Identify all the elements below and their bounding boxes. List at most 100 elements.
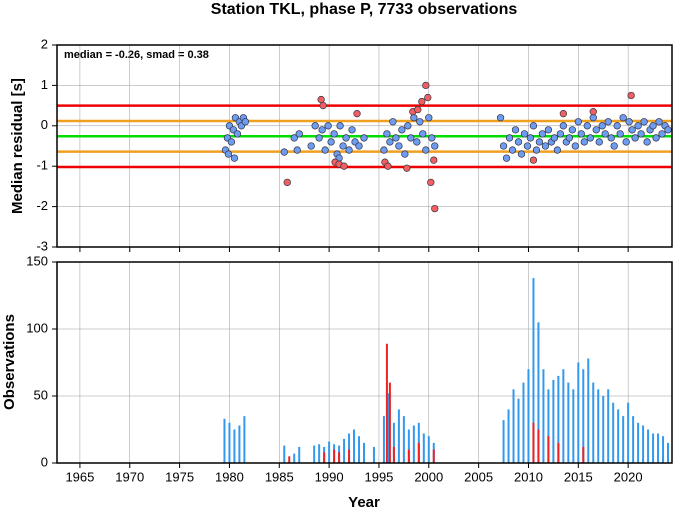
point — [550, 134, 559, 142]
bar — [502, 420, 505, 463]
point — [556, 130, 565, 138]
bar — [602, 396, 605, 463]
point — [290, 134, 298, 142]
point — [568, 126, 576, 134]
point — [315, 134, 323, 142]
point — [401, 150, 409, 158]
point — [280, 148, 288, 156]
point — [389, 118, 397, 126]
bar — [223, 418, 226, 463]
bar — [385, 343, 388, 463]
x-tick-label: 2010 — [514, 469, 543, 484]
point — [592, 126, 600, 134]
point — [386, 138, 394, 146]
point — [431, 204, 439, 213]
point — [227, 138, 236, 146]
bar — [527, 369, 530, 463]
plot-frame — [56, 261, 673, 464]
bar — [422, 433, 425, 463]
x-tick-label: 1995 — [364, 469, 393, 484]
bar — [407, 449, 410, 463]
point — [416, 118, 424, 126]
point — [517, 150, 526, 158]
bar — [348, 433, 351, 463]
point — [327, 138, 335, 146]
point — [348, 126, 356, 134]
point — [430, 156, 438, 164]
point — [318, 126, 326, 134]
point — [526, 134, 535, 142]
point — [601, 130, 609, 138]
bar — [557, 442, 560, 463]
bar — [512, 389, 515, 463]
bar — [612, 402, 615, 463]
point — [324, 122, 332, 130]
bar — [243, 416, 246, 463]
bar — [567, 382, 570, 463]
point — [529, 122, 538, 130]
bar — [592, 382, 595, 463]
x-tick-label: 1990 — [315, 469, 344, 484]
point — [317, 95, 325, 104]
bar — [522, 382, 525, 463]
bar — [333, 449, 336, 463]
x-tick-label: 1975 — [165, 469, 194, 484]
point — [613, 122, 621, 130]
point — [321, 146, 329, 154]
x-tick-label: 2000 — [414, 469, 443, 484]
point — [425, 114, 433, 122]
y-axis-label: Median residual [s] — [9, 78, 26, 214]
bar — [532, 278, 535, 463]
point — [431, 142, 439, 150]
point — [604, 118, 612, 126]
bar — [597, 389, 600, 463]
bar — [532, 422, 535, 463]
bar — [632, 416, 635, 463]
bar — [652, 433, 655, 463]
chart-title: Station TKL, phase P, 7733 observations — [211, 1, 518, 18]
point — [404, 122, 412, 130]
point — [529, 156, 538, 164]
bar — [642, 425, 645, 463]
point — [419, 130, 427, 138]
point — [345, 146, 353, 154]
bar — [397, 409, 400, 463]
y-tick-label: 100 — [26, 320, 48, 335]
point — [353, 110, 361, 118]
point — [392, 134, 400, 142]
bar — [547, 436, 550, 463]
y-tick-label: 0 — [41, 117, 48, 132]
bar — [388, 382, 391, 463]
point — [640, 118, 648, 126]
y-tick-label: 1 — [41, 77, 48, 92]
point — [586, 134, 594, 142]
bar — [353, 429, 356, 463]
point — [627, 91, 635, 100]
point — [619, 114, 627, 122]
bar — [562, 369, 565, 463]
point — [649, 122, 657, 130]
bar — [647, 429, 650, 463]
point — [293, 146, 301, 154]
point — [499, 142, 508, 150]
x-tick-label: 1965 — [65, 469, 94, 484]
bar — [288, 456, 291, 463]
point — [577, 130, 585, 138]
point — [424, 93, 432, 102]
bar — [627, 402, 630, 463]
point — [403, 164, 411, 172]
point — [502, 154, 511, 162]
point — [398, 126, 406, 134]
point — [637, 130, 645, 138]
point — [658, 130, 666, 138]
bar — [537, 429, 540, 463]
bar — [382, 416, 385, 463]
y-tick-label: 50 — [34, 387, 48, 402]
bar — [328, 441, 331, 463]
bar — [338, 452, 341, 463]
point — [233, 130, 242, 138]
bar — [667, 442, 670, 463]
bar — [228, 422, 231, 463]
point — [631, 134, 639, 142]
